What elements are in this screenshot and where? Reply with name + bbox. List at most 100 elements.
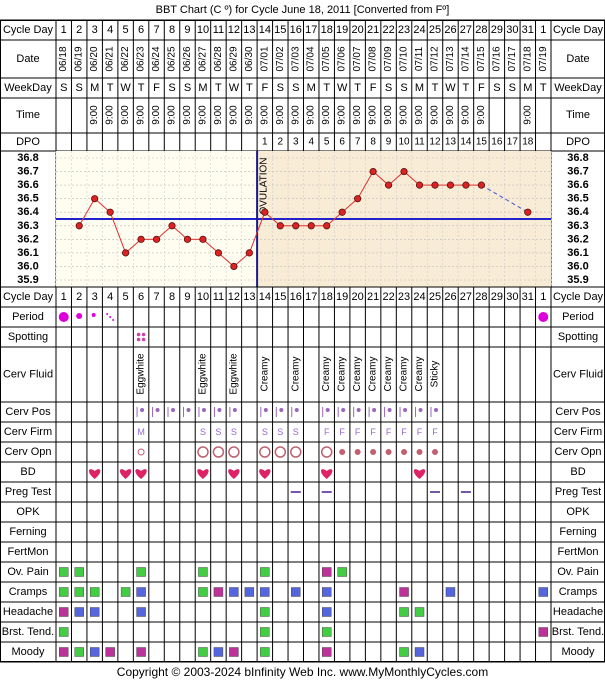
weekday-label: T (463, 82, 470, 94)
row-label-right: FertMon (558, 546, 599, 558)
weekday-label: S (60, 82, 67, 94)
time-label: 9:00 (136, 105, 147, 125)
symptom-square (74, 587, 84, 597)
row-label-left: Cerv Opn (4, 446, 51, 458)
cycle-day-number: 15 (274, 24, 286, 36)
row-label-left: Headache (3, 606, 53, 618)
symptom-square (322, 607, 332, 617)
temp-point (369, 167, 377, 176)
row-label-left: Time (16, 109, 40, 121)
row-label-right: Time (566, 109, 590, 121)
symptom-square (322, 647, 332, 657)
row-label-right: Brst. Tend. (552, 626, 604, 638)
cycle-day-number: 30 (506, 24, 518, 36)
date-label: 07/18 (522, 46, 533, 71)
dpo-number: 1 (262, 137, 268, 148)
temp-point (292, 222, 300, 230)
temp-point (354, 195, 362, 203)
date-label: 06/22 (120, 46, 131, 71)
cycle-day-number: 31 (522, 291, 534, 303)
heart-icon (228, 469, 240, 479)
date-label: 07/07 (352, 46, 363, 71)
row-label-left: Cycle Day (3, 291, 54, 303)
cycle-day-number: 16 (290, 24, 302, 36)
period-light-marker (91, 313, 96, 317)
weekday-label: W (337, 82, 348, 94)
cervix-position-dot (155, 408, 160, 412)
temp-point (384, 181, 393, 189)
cycle-day-number: 20 (352, 291, 364, 303)
cycle-day-number: 11 (213, 291, 224, 303)
spotting-dot (141, 332, 146, 337)
symptom-square (213, 647, 224, 657)
cycle-day-number: 5 (123, 291, 129, 303)
symptom-square (399, 607, 409, 617)
cervix-position-dot (217, 408, 222, 412)
symptom-square (399, 587, 409, 597)
time-label: 9:00 (383, 105, 394, 125)
cervix-position-dot (372, 408, 377, 412)
cervical-fluid-label: Creamy (399, 356, 410, 391)
period-spotting-dot (106, 313, 109, 315)
row-label-left: Cerv Pos (5, 406, 51, 418)
cycle-day-number: 1 (61, 291, 67, 303)
temp-point (477, 181, 485, 189)
cycle-day-number: 26 (444, 24, 456, 36)
symptom-square (74, 647, 84, 657)
cycle-day-number: 2 (76, 291, 82, 303)
cycle-day-number: 24 (413, 24, 425, 36)
weekday-label: F (261, 82, 268, 94)
temp-line-segment (248, 212, 266, 254)
date-label: 07/11 (414, 46, 425, 71)
y-tick-label-left: 36.6 (17, 179, 38, 191)
row-label-right: Cerv Fluid (553, 369, 603, 381)
cycle-day-number: 29 (491, 24, 503, 36)
cervix-open-circle (197, 446, 209, 458)
time-label: 9:00 (399, 105, 410, 125)
temp-point (122, 249, 130, 257)
symptom-square (229, 647, 239, 657)
cycle-day-number: 11 (213, 24, 224, 36)
symptom-square (59, 627, 69, 637)
cervix-firmness-letter: F (417, 427, 423, 437)
dpo-number: 14 (460, 137, 472, 148)
time-label: 9:00 (445, 105, 456, 125)
symptom-square (59, 607, 69, 617)
cervical-fluid-label: Eggwhite (197, 353, 208, 395)
period-spotting-dot (112, 319, 115, 321)
row-label-right: Ov. Pain (557, 566, 598, 578)
cervix-position-dot (279, 408, 284, 412)
weekday-label: W (120, 82, 131, 94)
cervical-fluid-label: Sticky (429, 361, 440, 388)
symptom-square (445, 587, 456, 597)
period-medium-marker (76, 313, 83, 319)
y-tick-label-left: 35.9 (17, 274, 38, 286)
y-tick-label-right: 36.6 (567, 179, 588, 191)
temp-point (91, 195, 99, 203)
cycle-day-number: 5 (123, 24, 129, 36)
date-label: 06/24 (151, 46, 162, 71)
row-label-left: Moody (11, 646, 45, 658)
cycle-day-number: 2 (76, 24, 82, 36)
temp-line-gap (481, 184, 529, 213)
weekday-label: F (370, 82, 377, 94)
cervical-fluid-label: Creamy (290, 356, 301, 391)
weekday-label: T (323, 82, 330, 94)
symptom-square (120, 587, 131, 597)
temp-point (199, 235, 207, 243)
cycle-day-number: 12 (228, 24, 240, 36)
row-label-right: WeekDay (554, 82, 602, 94)
cervix-position-dot (186, 408, 191, 412)
cervix-firmness-letter: F (401, 427, 407, 437)
row-label-left: Date (16, 53, 39, 65)
weekday-label: M (415, 82, 424, 94)
temp-line-segment (357, 171, 374, 199)
cervix-position-dot (294, 408, 299, 412)
temp-point (524, 208, 532, 216)
weekday-label: F (153, 82, 160, 94)
date-label: 07/12 (429, 46, 440, 71)
spotting-dot (136, 332, 141, 337)
row-label-left: FertMon (8, 546, 49, 558)
row-label-right: Spotting (558, 331, 598, 343)
